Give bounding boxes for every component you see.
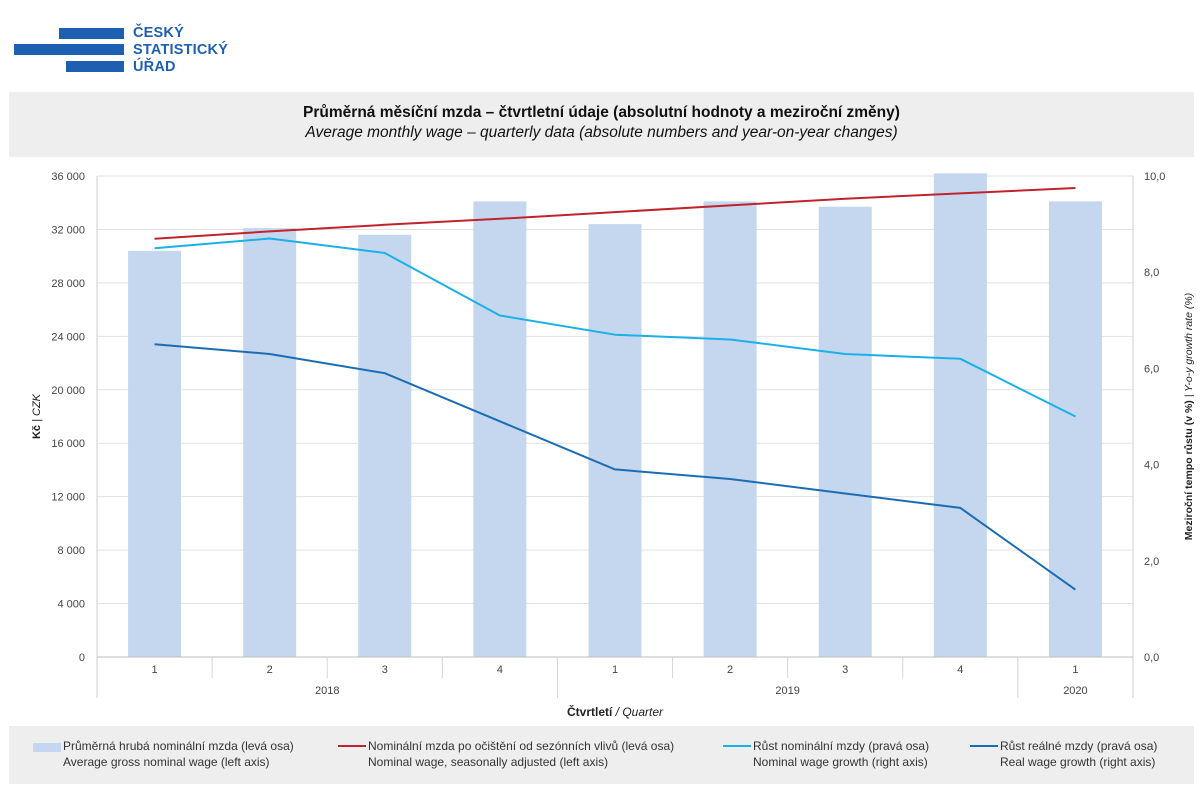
x-year-label: 2020: [1063, 685, 1087, 697]
bar: [358, 234, 412, 658]
legend-label-sa-cs: Nominální mzda po očištění od sezónních …: [368, 739, 675, 753]
legend-label-sa-en: Nominal wage, seasonally adjusted (left …: [368, 755, 609, 769]
y-right-axis-title: Meziroční tempo růstu (v %) | Y-o-y grow…: [1183, 293, 1195, 540]
y-right-tick-label: 2,0: [1144, 556, 1159, 568]
chart-title-box: Průměrná měsíční mzda – čtvrtletní údaje…: [9, 92, 1194, 157]
bar: [588, 224, 642, 657]
bar: [933, 173, 987, 658]
chart-title-english: Average monthly wage – quarterly data (a…: [305, 124, 898, 141]
real-growth-line: [154, 343, 1077, 591]
x-tick-label: 1: [1072, 664, 1078, 676]
y-left-tick-label: 28 000: [51, 278, 85, 290]
bar: [128, 250, 182, 658]
y-left-tick-label: 0: [79, 652, 85, 664]
logo-line-1: ČESKÝ: [133, 25, 184, 41]
x-axis-title: Čtvrtletí / Quarter: [567, 704, 664, 719]
legend-swatch-nominal: [723, 745, 751, 747]
y-left-axis-title: Kč | CZK: [31, 393, 43, 439]
logo-bar-3: [66, 61, 124, 72]
bar: [1048, 201, 1102, 657]
legend-label-bar-cs: Průměrná hrubá nominální mzda (levá osa): [63, 739, 294, 753]
bar: [243, 228, 297, 657]
y-left-tick-label: 16 000: [51, 438, 85, 450]
chart-title-czech: Průměrná měsíční mzda – čtvrtletní údaje…: [303, 104, 900, 121]
csu-logo: ČESKÝ STATISTICKÝ ÚŘAD: [14, 25, 228, 76]
logo-line-3: ÚŘAD: [133, 59, 176, 75]
logo-line-2: STATISTICKÝ: [133, 42, 229, 58]
y-left-tick-label: 12 000: [51, 492, 85, 504]
legend-swatch-sa: [338, 745, 366, 747]
legend-label-nominal-en: Nominal wage growth (right axis): [753, 755, 928, 769]
y-left-tick-label: 8 000: [57, 545, 85, 557]
x-tick-label: 1: [151, 664, 157, 676]
x-tick-label: 3: [382, 664, 388, 676]
x-year-label: 2018: [315, 685, 339, 697]
y-right-tick-label: 10,0: [1144, 171, 1165, 183]
x-tick-label: 2: [267, 664, 273, 676]
wage-chart: 0 4 000 8 000 12 000 16 000 20 000 24 000 28 00…: [31, 171, 1195, 719]
seasonally-adjusted-wage-line: [154, 187, 1076, 240]
y-right-tick-label: 8,0: [1144, 267, 1159, 279]
y-left-tick-label: 32 000: [51, 224, 85, 236]
x-tick-label: 2: [727, 664, 733, 676]
legend-label-bar-en: Average gross nominal wage (left axis): [63, 755, 270, 769]
legend-swatch-real: [970, 745, 998, 747]
bar: [818, 206, 872, 657]
y-right-tick-label: 4,0: [1144, 460, 1159, 472]
legend-label-real-cs: Růst reálné mzdy (pravá osa): [1000, 739, 1158, 753]
x-tick-label: 1: [612, 664, 618, 676]
legend-label-nominal-cs: Růst nominální mzdy (pravá osa): [753, 739, 930, 753]
logo-bar-1: [59, 28, 124, 39]
bar: [703, 201, 757, 657]
logo-bar-2: [14, 44, 124, 55]
y-left-tick-label: 36 000: [51, 171, 85, 183]
y-left-tick-label: 20 000: [51, 385, 85, 397]
x-tick-label: 4: [497, 664, 503, 676]
y-left-tick-label: 4 000: [57, 599, 85, 611]
legend: Průměrná hrubá nominální mzda (levá osa)…: [9, 726, 1194, 784]
y-left-tick-label: 24 000: [51, 331, 85, 343]
y-right-tick-label: 0,0: [1144, 652, 1159, 664]
legend-label-real-en: Real wage growth (right axis): [1000, 755, 1156, 769]
legend-swatch-bar: [33, 743, 61, 752]
x-tick-label: 3: [842, 664, 848, 676]
x-tick-label: 4: [957, 664, 963, 676]
nominal-growth-line: [154, 237, 1076, 418]
y-right-tick-label: 6,0: [1144, 363, 1159, 375]
x-year-label: 2019: [775, 685, 799, 697]
